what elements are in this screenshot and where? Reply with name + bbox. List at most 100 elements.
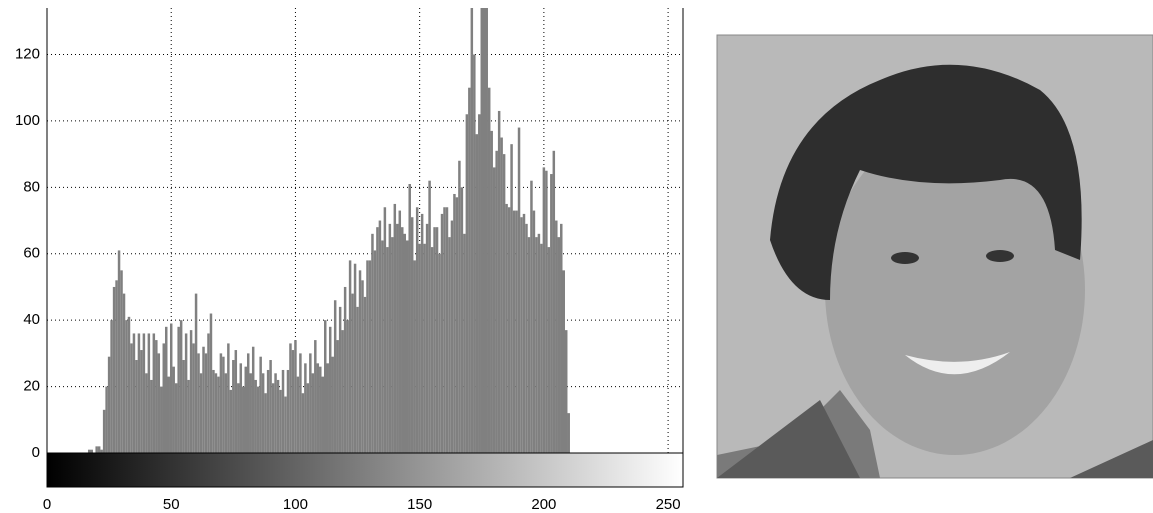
bar xyxy=(502,154,506,453)
bar xyxy=(266,369,270,453)
bar xyxy=(157,353,161,453)
bar xyxy=(505,203,508,453)
bar xyxy=(172,366,175,453)
bar xyxy=(304,363,307,453)
bar xyxy=(249,373,252,453)
bar xyxy=(199,373,203,453)
bar xyxy=(179,320,183,453)
bar xyxy=(167,376,170,453)
bar xyxy=(351,293,354,453)
bar xyxy=(254,379,257,453)
bar xyxy=(328,326,332,453)
bar xyxy=(490,130,493,453)
bar xyxy=(512,210,516,453)
bar xyxy=(368,260,372,453)
y-tick-label: 0 xyxy=(32,444,40,461)
bar xyxy=(343,286,347,453)
bar xyxy=(522,213,526,453)
bar xyxy=(224,373,228,453)
bar xyxy=(401,227,404,453)
bar xyxy=(560,223,563,453)
bar xyxy=(326,363,329,453)
bar xyxy=(403,233,406,453)
bar xyxy=(550,174,553,453)
bar xyxy=(169,323,173,453)
bar xyxy=(130,343,133,453)
bar xyxy=(383,207,387,453)
x-tick-label: 150 xyxy=(407,496,432,513)
bar xyxy=(468,87,471,453)
bar xyxy=(542,167,546,453)
bar xyxy=(453,193,456,453)
bar xyxy=(132,333,136,453)
bar xyxy=(458,160,461,453)
bar xyxy=(127,316,131,453)
bar xyxy=(232,360,235,453)
bar xyxy=(187,379,190,453)
bar xyxy=(120,270,123,453)
bar xyxy=(105,386,108,453)
bar xyxy=(246,353,250,453)
bar xyxy=(202,346,205,453)
bar xyxy=(391,237,394,453)
bar xyxy=(348,260,352,453)
bar xyxy=(510,144,513,453)
bar xyxy=(95,446,98,453)
bar xyxy=(460,187,464,453)
bar xyxy=(331,356,334,453)
bar xyxy=(207,333,210,453)
bar xyxy=(155,340,158,453)
bar xyxy=(530,180,533,453)
bar xyxy=(438,253,441,453)
y-tick-label: 20 xyxy=(23,378,40,395)
bar xyxy=(545,170,548,453)
bar xyxy=(279,389,282,453)
bar xyxy=(425,223,429,453)
bar xyxy=(234,350,238,453)
bar xyxy=(423,243,426,453)
bar xyxy=(184,333,188,453)
bar xyxy=(125,320,128,453)
bar xyxy=(194,293,198,453)
bar xyxy=(174,383,178,453)
bar xyxy=(371,233,374,453)
bar xyxy=(162,343,166,453)
bar xyxy=(443,207,446,453)
bar xyxy=(378,220,382,453)
bar xyxy=(358,270,362,453)
bar xyxy=(269,360,272,453)
bar xyxy=(410,217,414,453)
bar xyxy=(552,150,556,453)
bar xyxy=(239,363,243,453)
bar xyxy=(251,346,255,453)
bar xyxy=(212,369,215,453)
bar xyxy=(381,240,384,453)
bar xyxy=(261,373,265,453)
bar xyxy=(525,223,528,453)
bar xyxy=(324,320,327,453)
bar xyxy=(361,280,364,453)
y-tick-label: 120 xyxy=(15,45,40,62)
bar xyxy=(214,373,218,453)
bar xyxy=(507,207,511,453)
x-tick-label: 250 xyxy=(656,496,681,513)
bar xyxy=(540,243,543,453)
bar xyxy=(165,326,168,453)
bar xyxy=(473,54,476,453)
bar xyxy=(527,237,531,453)
bar xyxy=(219,353,223,453)
bar xyxy=(107,356,111,453)
bar xyxy=(192,343,195,453)
bar xyxy=(274,373,277,453)
bar xyxy=(393,203,397,453)
bar xyxy=(463,233,466,453)
bar xyxy=(515,210,518,453)
bar xyxy=(294,340,297,453)
bar xyxy=(314,340,317,453)
bar xyxy=(306,383,310,453)
bar xyxy=(115,280,118,453)
y-tick-label: 100 xyxy=(15,112,40,129)
bar xyxy=(413,260,416,453)
bar xyxy=(428,180,431,453)
bar xyxy=(366,260,369,453)
